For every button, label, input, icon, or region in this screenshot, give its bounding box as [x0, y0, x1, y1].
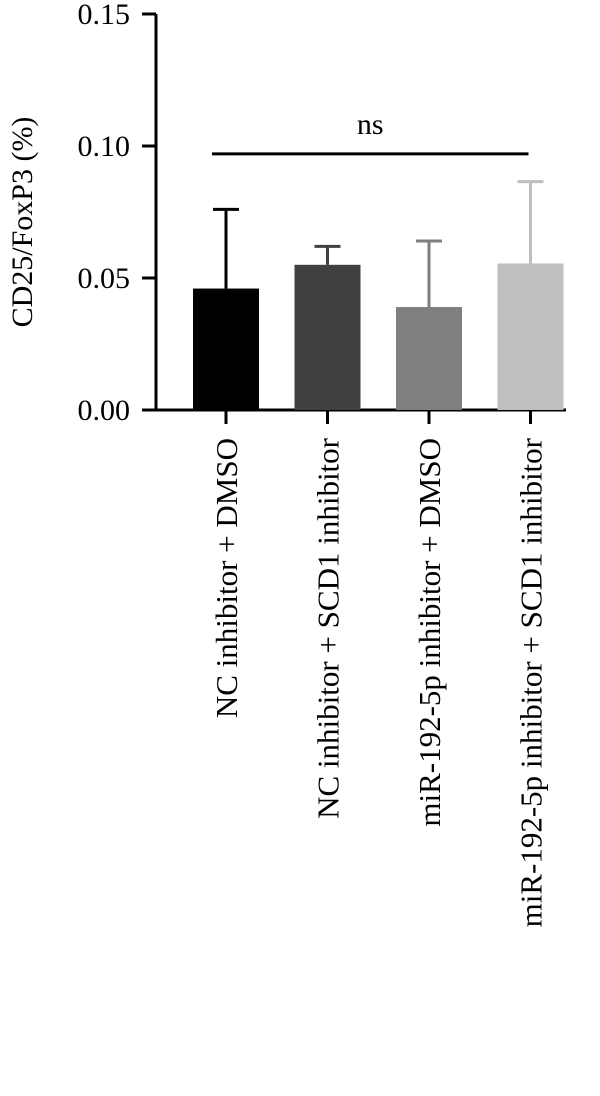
y-tick-label: 0.00 [78, 394, 131, 427]
bar [396, 307, 462, 410]
significance-annotation: ns [212, 108, 529, 156]
error-bars [213, 180, 544, 308]
category-label: miR-192-5p inhibitor + SCD1 inhibitor [514, 437, 549, 927]
y-tick-label: 0.05 [78, 262, 131, 295]
category-label: NC inhibitor + DMSO [209, 438, 244, 718]
y-axis-title: CD25/FoxP3 (%) [6, 117, 39, 328]
y-tick-label: 0.10 [78, 130, 131, 163]
category-label: miR-192-5p inhibitor + DMSO [412, 438, 447, 827]
bar [497, 263, 564, 410]
significance-label: ns [357, 108, 384, 141]
y-ticks: 0.00 0.05 0.10 0.15 [78, 0, 156, 427]
x-ticks: NC inhibitor + DMSO NC inhibitor + SCD1 i… [209, 410, 549, 927]
bars [193, 263, 564, 410]
bar [193, 288, 259, 410]
category-label: NC inhibitor + SCD1 inhibitor [311, 437, 346, 819]
bar [294, 264, 361, 410]
y-tick-label: 0.15 [78, 0, 131, 31]
